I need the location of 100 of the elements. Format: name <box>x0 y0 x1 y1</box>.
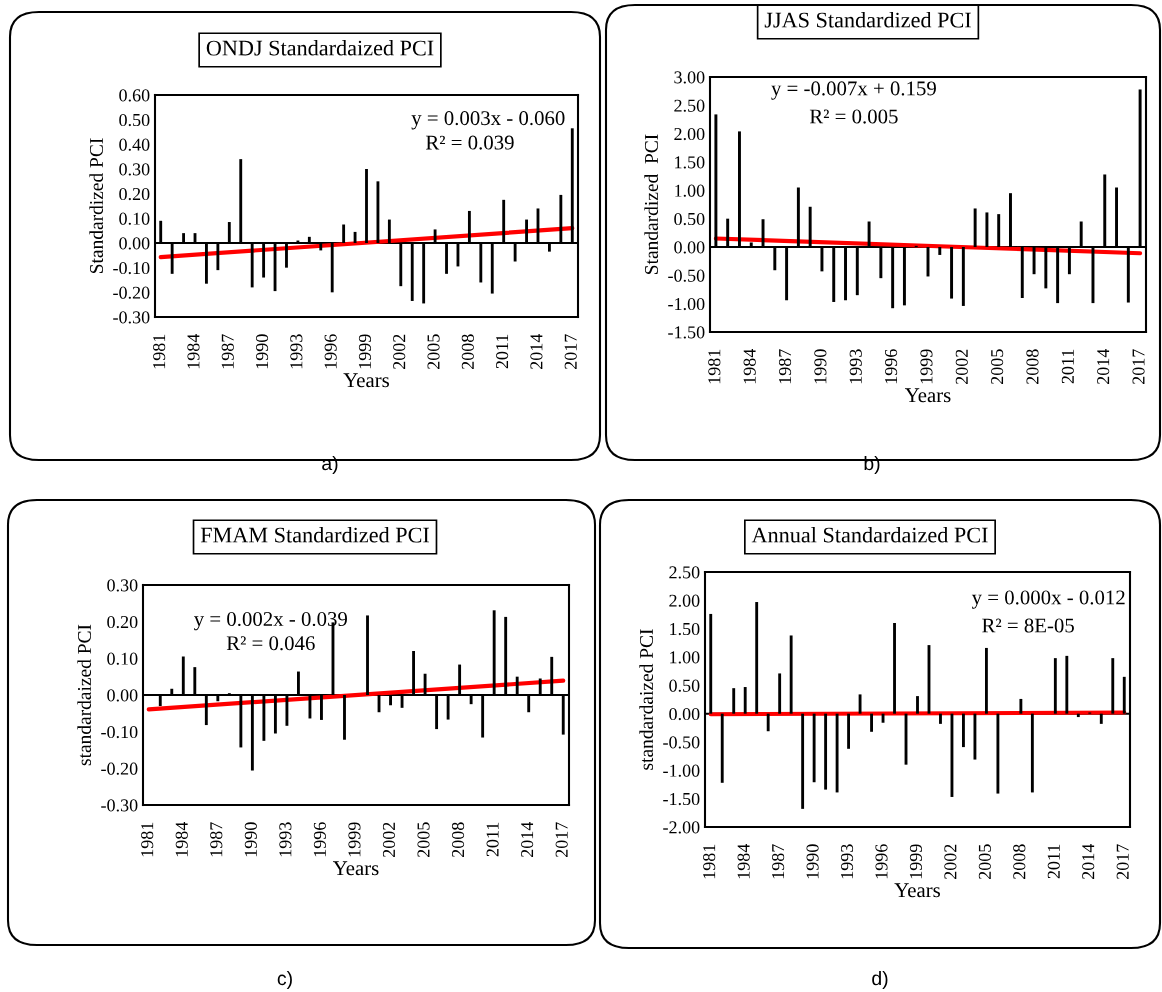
y-tick-label: -1.00 <box>663 764 700 777</box>
bar <box>343 695 346 740</box>
y-tick-label: 0.20 <box>119 187 150 201</box>
annotation: y = 0.003x - 0.060 <box>411 111 565 130</box>
y-tick-label: -0.30 <box>113 311 150 324</box>
x-tick-label: 1984 <box>175 821 188 857</box>
chart-title: FMAM Standardized PCI <box>200 526 430 543</box>
bar <box>938 247 942 255</box>
bar <box>766 713 770 732</box>
y-tick-label: 0.00 <box>107 689 138 702</box>
annotation: R² = 0.005 <box>809 109 898 124</box>
y-tick-label: 1.00 <box>675 184 705 197</box>
x-tick-label: 1990 <box>244 822 257 857</box>
x-tick-label: 1993 <box>849 349 862 384</box>
bar <box>743 687 747 714</box>
chart-title: Annual Standardaized PCI <box>751 526 988 543</box>
x-tick-label: 1987 <box>210 822 223 857</box>
x-tick-label: 2011 <box>496 334 509 369</box>
y-tick-label: 0.00 <box>669 707 700 721</box>
y-tick-label: 0.10 <box>107 652 138 665</box>
bar <box>950 247 954 299</box>
x-tick-label: 1981 <box>703 844 716 879</box>
bar <box>1099 713 1103 724</box>
y-tick-label: 1.50 <box>675 156 705 169</box>
x-tick-label: 1999 <box>348 822 361 857</box>
x-tick-label: 2005 <box>427 334 440 369</box>
y-tick-label: -1.50 <box>663 792 700 806</box>
bar <box>824 713 828 790</box>
y-tick-label: -0.20 <box>101 762 138 775</box>
y-tick-label: 1.50 <box>670 622 700 636</box>
annotation: R² = 0.039 <box>425 135 514 150</box>
bar <box>1111 658 1115 714</box>
x-axis-title: Years <box>894 883 940 898</box>
y-tick-label: 0.60 <box>119 89 150 102</box>
y-tick-label: 0.30 <box>119 163 150 176</box>
x-tick-label: 1993 <box>290 334 303 369</box>
y-tick-label: 1.00 <box>670 651 700 664</box>
y-tick-label: 0.00 <box>674 241 705 254</box>
bar <box>996 713 1000 794</box>
x-tick-label: 1996 <box>885 349 898 384</box>
x-tick-label: 1987 <box>221 334 234 369</box>
bar <box>1019 698 1023 714</box>
bar <box>778 673 782 714</box>
bar <box>973 713 977 760</box>
x-tick-label: 2014 <box>530 333 543 369</box>
y-tick-label: -0.20 <box>113 286 150 299</box>
y-axis-title: standardaized PCI <box>639 629 654 770</box>
x-tick-label: 2017 <box>1116 844 1129 879</box>
x-axis-title: Years <box>332 861 379 876</box>
x-tick-label: 1990 <box>814 349 827 384</box>
bar <box>732 688 736 714</box>
annotation: y = -0.007x + 0.159 <box>771 81 936 100</box>
x-tick-label: 1984 <box>737 843 750 879</box>
x-tick-label: 1981 <box>708 349 721 384</box>
y-tick-label: 0.30 <box>107 579 138 592</box>
bar <box>720 713 724 783</box>
bar <box>835 713 839 793</box>
x-tick-label: 1981 <box>141 822 154 857</box>
text: d) <box>872 970 888 990</box>
bar <box>789 635 793 714</box>
annotation: y = 0.000x - 0.012 <box>971 590 1125 609</box>
bar <box>893 623 896 714</box>
y-tick-label: 0.10 <box>119 212 150 225</box>
x-tick-label: 1993 <box>840 844 854 879</box>
annotation: y = 0.002x - 0.039 <box>194 611 347 631</box>
x-tick-label: 2002 <box>944 844 957 879</box>
x-tick-label: 1999 <box>909 844 923 879</box>
y-tick-label: 2.50 <box>674 99 705 112</box>
y-tick-label: -0.10 <box>113 261 150 275</box>
x-tick-label: 2005 <box>978 844 991 879</box>
x-tick-label: 1993 <box>279 822 292 857</box>
x-tick-label: 1981 <box>153 334 166 369</box>
bar <box>870 713 873 732</box>
chart-title: JJAS Standardized PCI <box>764 11 971 28</box>
x-tick-label: 2011 <box>486 822 499 857</box>
text: c) <box>277 970 292 990</box>
y-axis-title: Standardized PCI <box>89 138 104 274</box>
x-tick-label: 1996 <box>324 334 337 369</box>
bar <box>1065 655 1069 714</box>
x-tick-label: 2008 <box>1026 349 1039 384</box>
x-tick-label: 1987 <box>778 349 792 384</box>
x-axis-title: Years <box>343 373 389 388</box>
bar <box>1053 658 1057 714</box>
x-tick-label: 2014 <box>521 821 534 857</box>
x-tick-label: 2014 <box>1097 348 1110 384</box>
bar <box>961 247 965 306</box>
y-tick-label: 0.20 <box>107 615 138 629</box>
bar <box>939 713 942 724</box>
bar <box>755 602 759 714</box>
x-tick-label: 2011 <box>1061 349 1074 384</box>
bar <box>985 212 989 247</box>
x-tick-label: 2008 <box>461 334 474 369</box>
bar <box>997 214 1001 247</box>
x-tick-label: 2005 <box>991 349 1004 384</box>
bar <box>366 615 369 695</box>
bar <box>342 224 346 243</box>
x-tick-label: 1999 <box>920 349 933 384</box>
bar <box>973 208 977 247</box>
y-tick-label: 2.00 <box>669 594 700 607</box>
y-tick-label: 2.00 <box>674 127 705 141</box>
